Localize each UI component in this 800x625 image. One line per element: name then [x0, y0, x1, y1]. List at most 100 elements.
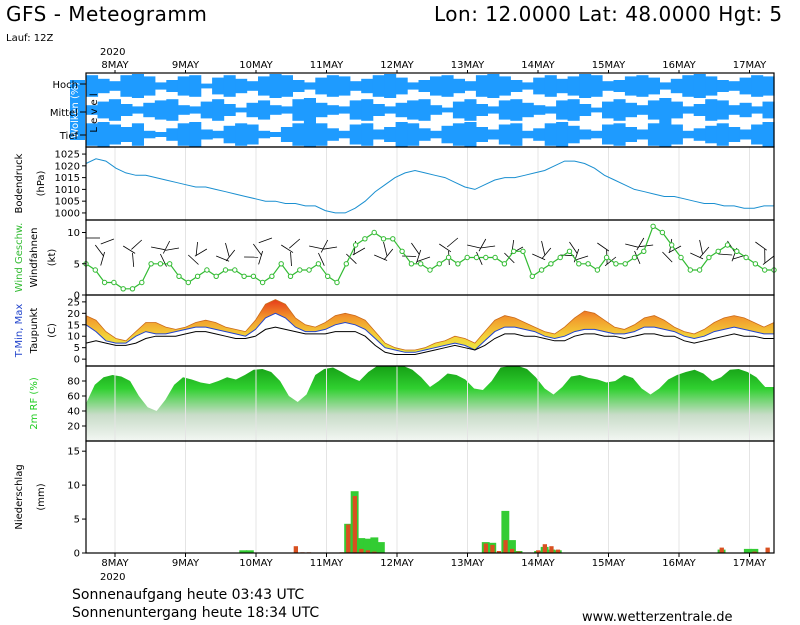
wind-barb — [569, 241, 578, 254]
cloud-cell-high — [693, 74, 706, 98]
wind-point — [566, 248, 573, 255]
cloud-cell-mittel — [762, 101, 775, 119]
wind-barb — [541, 247, 552, 259]
cloud-cell-high — [235, 78, 248, 94]
cloud-cell-tief — [395, 122, 408, 147]
precip-bar-convective — [357, 538, 366, 553]
cloud-cell-tief — [326, 128, 339, 141]
precip-bar-convective — [245, 550, 254, 553]
wind-point — [157, 261, 164, 267]
cloud-cell-tief — [510, 123, 523, 146]
wind-point — [92, 267, 99, 273]
dewpoint-line — [85, 326, 774, 355]
y-tick-label-precip: 5 — [74, 515, 80, 526]
cloud-cell-high — [613, 80, 626, 92]
cloud-cell-high — [166, 80, 179, 92]
cloud-cell-high — [200, 83, 213, 89]
cloud-cell-tief — [154, 132, 167, 137]
wind-barb — [162, 240, 171, 254]
cloud-cell-tief — [143, 130, 156, 139]
cloud-cell-tief — [579, 129, 592, 140]
wind-point — [418, 261, 424, 267]
cloud-cell-tief — [120, 127, 133, 142]
tmax-line — [85, 299, 775, 351]
wind-point — [101, 279, 108, 286]
cloud-cell-tief — [475, 127, 488, 142]
cloud-cell-mittel — [108, 99, 121, 121]
precip-bar-rain — [752, 551, 757, 553]
cloud-cell-high — [441, 75, 454, 97]
cloud-cell-mittel — [407, 100, 420, 120]
cloud-cell-tief — [86, 123, 99, 146]
pressure-label: Bodendruck — [14, 153, 25, 213]
wind-barb — [374, 254, 388, 261]
cloud-cell-tief — [269, 132, 282, 137]
wind-barb — [699, 239, 703, 254]
y-tick-label-temp: 5 — [74, 343, 80, 354]
cloud-cell-mittel — [521, 102, 534, 118]
precip-bar-rain — [536, 550, 541, 553]
cloud-cell-tief — [624, 127, 637, 142]
cloud-cell-tief — [441, 125, 454, 144]
level-label: L e v e l — [89, 93, 100, 132]
y-tick-label-pressure: 1025 — [55, 150, 80, 161]
wind-point — [139, 279, 145, 286]
precip-bar-rain — [549, 546, 554, 553]
cloud-cell-high — [452, 78, 465, 94]
wind-point — [585, 261, 591, 267]
cloud-label-bg — [70, 80, 85, 140]
cloud-cell-mittel — [670, 101, 683, 119]
wind-barb — [467, 244, 481, 249]
cloud-cell-high — [590, 75, 603, 97]
cloud-cell-high — [97, 78, 110, 94]
cloud-cell-tief — [418, 128, 431, 141]
wind-point — [659, 229, 666, 236]
cloud-cell-tief — [751, 124, 764, 145]
tmin-line — [85, 312, 774, 353]
precip-bar-rain — [509, 548, 515, 553]
wind-barb — [320, 239, 329, 253]
wind-point — [222, 267, 229, 273]
cloud-cell-mittel — [326, 105, 339, 115]
cloud-cell-mittel — [475, 104, 488, 116]
wind-point — [752, 261, 759, 267]
year-label-bottom: 2020 — [100, 572, 125, 583]
y-tick-label-pressure: 1015 — [55, 173, 80, 184]
wind-barb — [597, 242, 610, 252]
rf-area — [86, 366, 774, 441]
day-label-bottom: 16MAY — [662, 558, 696, 569]
wind-point — [232, 267, 238, 273]
wind-point — [538, 267, 545, 273]
wind-barb — [94, 244, 105, 257]
cloud-cell-tief — [739, 129, 752, 140]
cloud-cell-mittel — [624, 102, 637, 118]
wind-barb — [352, 247, 366, 256]
cloud-cell-tief — [223, 125, 236, 144]
precip-bar-rain — [542, 544, 547, 553]
wind-point — [706, 254, 712, 261]
y-tick-label-temp: 25 — [67, 297, 80, 308]
precip-bar-convective — [508, 540, 516, 553]
cloud-cell-mittel — [189, 106, 202, 114]
wind-point — [445, 254, 452, 261]
precip-bar-rain — [503, 540, 508, 553]
precip-bar-rain — [365, 550, 371, 553]
cloud-cell-mittel — [154, 100, 167, 120]
cloud-cell-tief — [303, 122, 316, 147]
wind-point — [520, 248, 526, 255]
wind-point — [287, 273, 294, 279]
cloud-cell-mittel — [200, 101, 213, 119]
cloud-cell-high — [269, 74, 282, 98]
precip-bar-rain — [372, 551, 377, 553]
precip-bar-rain — [490, 544, 495, 553]
cloud-cell-mittel — [751, 106, 764, 114]
wind-barb — [346, 253, 357, 264]
cloud-cell-tief — [349, 124, 362, 145]
cloud-cell-high — [624, 76, 637, 96]
cloud-cell-mittel — [384, 106, 397, 114]
wind-point — [455, 261, 461, 267]
cloud-cell-high — [567, 76, 580, 96]
wind-barb — [323, 246, 338, 250]
cloud-cell-high — [303, 82, 316, 90]
cloud-cell-high — [143, 76, 156, 96]
